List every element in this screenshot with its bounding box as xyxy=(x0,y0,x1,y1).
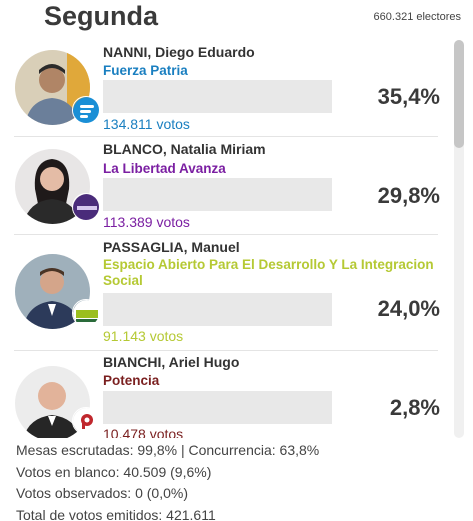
candidate-row: BIANCHI, Ariel Hugo Potencia 2,8% 10.478… xyxy=(0,351,450,438)
candidate-party: Espacio Abierto Para El Desarrollo Y La … xyxy=(103,257,434,288)
candidate-votes: 91.143 votos xyxy=(103,328,184,344)
candidate-party: La Libertad Avanza xyxy=(103,161,226,176)
vote-share-bar xyxy=(103,293,332,326)
candidate-party: Potencia xyxy=(103,373,160,388)
candidate-name: BIANCHI, Ariel Hugo xyxy=(103,354,240,370)
candidate-votes: 10.478 votos xyxy=(103,426,184,438)
row-divider xyxy=(14,136,438,137)
candidate-votes: 134.811 votos xyxy=(103,116,190,132)
mesas-escrutadas: Mesas escrutadas: 99,8% | Concurrencia: … xyxy=(16,442,320,458)
candidate-percentage: 24,0% xyxy=(377,296,440,321)
candidate-votes: 113.389 votos xyxy=(103,214,190,230)
candidate-percentage: 29,8% xyxy=(377,183,440,208)
vote-share-bar xyxy=(103,80,332,113)
candidate-row: NANNI, Diego Eduardo Fuerza Patria 35,4%… xyxy=(0,40,450,137)
candidate-row: BLANCO, Natalia Miriam La Libertad Avanz… xyxy=(0,137,450,235)
candidate-name: PASSAGLIA, Manuel xyxy=(103,239,240,255)
candidate-percentage: 35,4% xyxy=(377,84,440,109)
candidate-party: Fuerza Patria xyxy=(103,63,188,78)
scrollbar-thumb[interactable] xyxy=(454,40,464,148)
candidate-name: NANNI, Diego Eduardo xyxy=(103,44,255,60)
electores-count: 660.321 electores xyxy=(373,11,461,23)
results-summary: Mesas escrutadas: 99,8% | Concurrencia: … xyxy=(16,440,319,521)
section-title: Segunda xyxy=(44,1,159,31)
vote-share-bar xyxy=(103,391,332,424)
votos-observados: Votos observados: 0 (0,0%) xyxy=(16,485,188,501)
candidates-list[interactable]: NANNI, Diego Eduardo Fuerza Patria 35,4%… xyxy=(0,40,450,438)
votos-en-blanco: Votos en blanco: 40.509 (9,6%) xyxy=(16,463,212,480)
total-votos-emitidos: Total de votos emitidos: 421.611 xyxy=(16,506,216,521)
row-divider xyxy=(14,350,438,351)
espacio-abierto-logo-icon xyxy=(72,299,100,327)
row-divider xyxy=(14,234,438,235)
header: Segunda 660.321 electores xyxy=(0,0,473,40)
libertad-avanza-logo-icon xyxy=(72,193,100,221)
fuerza-patria-logo-icon xyxy=(72,96,100,124)
candidate-name: BLANCO, Natalia Miriam xyxy=(103,141,266,157)
list-scrollbar[interactable] xyxy=(454,40,464,438)
candidate-percentage: 2,8% xyxy=(389,395,440,420)
candidate-row: PASSAGLIA, Manuel Espacio Abierto Para E… xyxy=(0,235,450,351)
potencia-logo-icon xyxy=(72,407,100,435)
vote-share-bar xyxy=(103,178,332,211)
